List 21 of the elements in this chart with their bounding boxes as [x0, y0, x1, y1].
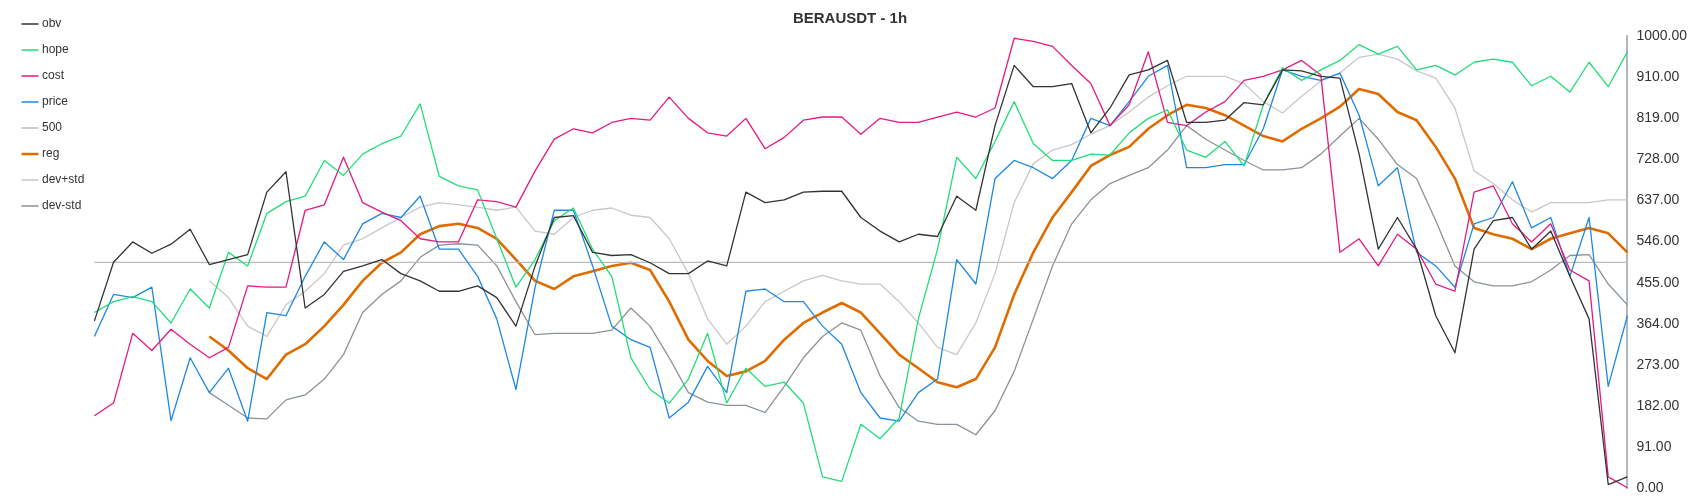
legend-label: reg [42, 146, 60, 161]
y-tick-label: 546.00 [1636, 232, 1680, 249]
y-tick-label: 182.00 [1636, 397, 1680, 414]
y-tick-label: 364.00 [1636, 314, 1680, 331]
y-tick-label: 91.00 [1636, 438, 1672, 455]
legend-label: hope [42, 42, 70, 57]
chart-title: BERAUSDT - 1h [792, 9, 908, 27]
y-tick-label: 728.00 [1636, 149, 1680, 166]
y-tick-label: 819.00 [1636, 108, 1680, 125]
legend-label: 500 [42, 120, 63, 135]
legend-label: dev+std [42, 172, 85, 187]
y-tick-label: 455.00 [1636, 273, 1680, 290]
y-tick-label: 910.00 [1636, 67, 1680, 84]
legend-label: dev-std [42, 198, 82, 213]
legend-label: price [42, 94, 69, 109]
legend-label: obv [42, 16, 62, 31]
y-tick-label: 0.00 [1636, 479, 1664, 496]
legend-label: cost [42, 68, 65, 83]
y-tick-label: 273.00 [1636, 355, 1680, 372]
y-tick-label: 1000.00 [1636, 26, 1688, 43]
y-tick-label: 637.00 [1636, 191, 1680, 208]
